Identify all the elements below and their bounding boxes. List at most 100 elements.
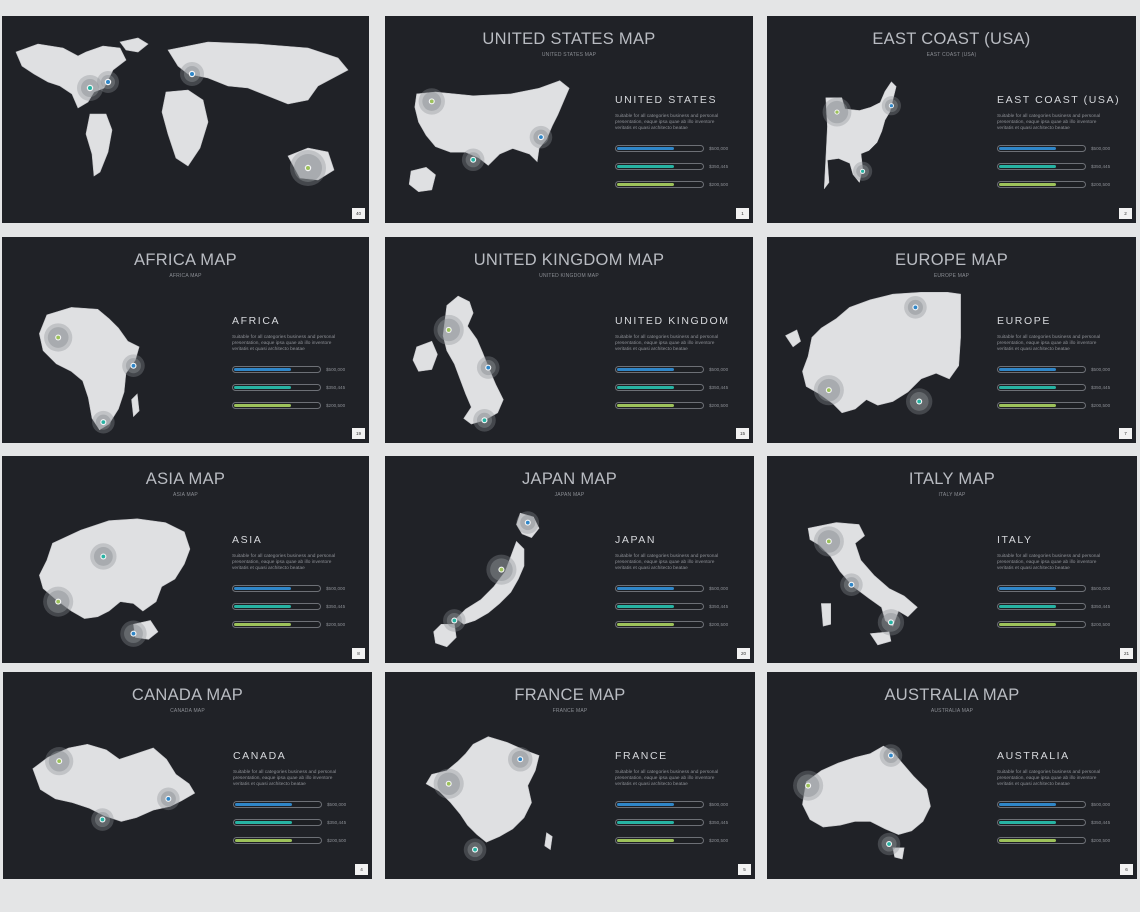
slide-africa[interactable]: AFRICA MAP AFRICA MAP AFRICA Suitable for… [2,237,369,443]
map-pin[interactable] [443,609,466,632]
value-bars: $500,000 $350,445 $200,500 [997,800,1127,845]
slide-asia[interactable]: ASIA MAP ASIA MAP ASIA Suitable for all c… [2,456,369,663]
map-pin[interactable] [45,747,74,776]
map-pin[interactable] [77,75,103,101]
page-number: 7 [1119,428,1132,439]
bar-fill [235,803,293,806]
value-bar-row: $200,500 [615,836,745,845]
map-pin[interactable] [473,409,496,432]
value-bar-row: $350,445 [615,162,745,171]
bar-track [615,181,704,189]
map-pin[interactable] [91,808,114,831]
bar-fill [235,821,293,825]
map-pin[interactable] [486,554,517,585]
region-label: ITALY [997,534,1033,546]
map-pin[interactable] [516,511,540,534]
region-label: ASIA [232,534,263,546]
map-pin[interactable] [290,150,326,186]
value-bar-row: $350,445 [233,818,363,827]
slide-subtitle: UNITED KINGDOM MAP [539,273,599,279]
bar-track [997,819,1086,827]
map-pin[interactable] [813,526,844,557]
slide-subtitle: JAPAN MAP [554,492,585,498]
france-map [397,716,587,876]
map-pin[interactable] [90,543,117,570]
map-pin[interactable] [120,620,147,647]
bar-track [997,585,1086,592]
slide-subtitle: EUROPE MAP [933,273,970,279]
map-pin[interactable] [122,354,145,377]
map-pin[interactable] [840,573,863,596]
map-pin[interactable] [97,71,119,93]
value-bar-row: $350,445 [997,383,1127,392]
bar-track [615,163,704,171]
bar-value: $500,000 [709,586,729,591]
map-pin[interactable] [793,770,824,801]
bar-track [997,145,1086,152]
bar-track [233,819,322,827]
map-pin[interactable] [463,838,487,861]
map-pin[interactable] [476,356,500,379]
slide-subtitle: AFRICA MAP [169,273,202,279]
bar-value: $200,500 [1091,182,1111,188]
region-description: Suitable for all categories business and… [997,335,1101,352]
slide-italy[interactable]: ITALY MAP ITALY MAP ITALY Suitable for al… [767,456,1137,663]
value-bar-row: $350,445 [615,602,745,611]
map-pin[interactable] [877,832,901,856]
map-pin[interactable] [461,148,485,172]
region-description: Suitable for all categories business and… [233,770,337,787]
map-pin[interactable] [877,609,905,636]
map-pin[interactable] [822,97,852,127]
bar-track [615,621,704,629]
page-number: 2 [1119,208,1132,219]
slide-canada[interactable]: CANADA MAP CANADA MAP CANADA Suitable for… [3,672,372,879]
map-pin[interactable] [43,586,74,617]
slide-europe[interactable]: EUROPE MAP EUROPE MAP EUROPE Suitable for… [767,237,1136,443]
page-number: 40 [352,208,365,219]
bar-track [233,837,322,845]
info-panel: UNITED KINGDOM Suitable for all categori… [615,315,745,420]
map-pin[interactable] [44,323,73,352]
map-pin[interactable] [433,768,464,799]
bar-track [997,837,1086,845]
slide-world[interactable]: 40 [2,16,369,223]
value-bars: $500,000 $350,445 $200,500 [615,800,745,845]
map-pin[interactable] [529,125,553,149]
map-pin[interactable] [853,161,873,181]
bar-track [615,819,704,827]
value-bar-row: $200,500 [997,180,1127,189]
map-pin[interactable] [881,96,901,116]
region-description: Suitable for all categories business and… [232,554,336,571]
bar-track [232,402,321,410]
value-bar-row: $350,445 [997,162,1127,171]
bar-fill [234,368,292,371]
bar-fill [617,165,675,169]
region-label: UNITED STATES [615,94,718,106]
value-bar-row: $200,500 [997,401,1127,410]
map-pin[interactable] [906,388,933,415]
map-pin[interactable] [904,296,927,319]
canada-map [15,716,205,876]
map-pin[interactable] [180,62,204,86]
slide-france[interactable]: FRANCE MAP FRANCE MAP FRANCE Suitable for… [385,672,755,879]
slide-australia[interactable]: AUSTRALIA MAP AUSTRALIA MAP AUSTRALIA Sui… [767,672,1137,879]
slide-us[interactable]: UNITED STATES MAP UNITED STATES MAP UNITE… [385,16,753,223]
slide-japan[interactable]: JAPAN MAP JAPAN MAP JAPAN Suitable for al… [385,456,754,663]
slide-uk[interactable]: UNITED KINGDOM MAP UNITED KINGDOM MAP UNI… [385,237,753,443]
map-pin[interactable] [157,787,180,811]
map-pin[interactable] [433,314,464,345]
map-pin[interactable] [813,375,844,406]
bar-fill [999,821,1057,825]
map-pin[interactable] [508,747,533,772]
value-bars: $500,000 $350,445 $200,500 [997,365,1127,410]
region-description: Suitable for all categories business and… [997,114,1101,131]
map-pin[interactable] [92,410,115,434]
bar-value: $500,000 [1091,367,1111,372]
bar-value: $200,500 [1091,838,1111,844]
slide-title: ITALY MAP [908,470,996,488]
slide-eastcoast[interactable]: EAST COAST (USA) EAST COAST (USA) EAST CO… [767,16,1136,223]
map-pin[interactable] [879,744,903,767]
map-pin[interactable] [418,88,445,115]
page-number: 8 [352,648,365,659]
value-bars: $500,000 $350,445 $200,500 [233,800,363,845]
